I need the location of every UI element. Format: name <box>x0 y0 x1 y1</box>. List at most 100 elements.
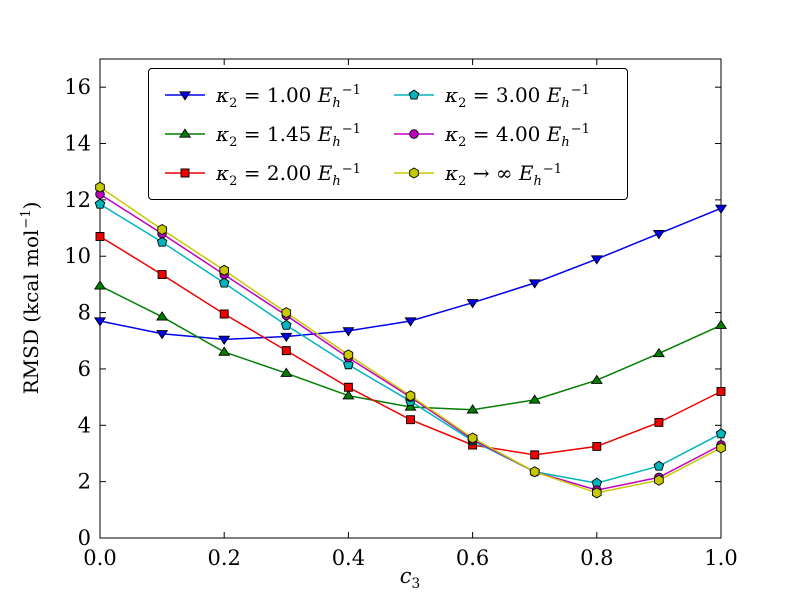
series-marker-kappa2-3.00 <box>715 428 727 439</box>
y-axis-label-text: RMSD (kcal mol <box>19 229 43 395</box>
legend-sample <box>394 167 434 179</box>
series-marker-kappa2-1.45 <box>590 374 603 384</box>
y-axis-label: RMSD (kcal mol−1) <box>19 202 43 395</box>
legend-item-kappa2-4.00: κ2 = 4.00 Eh−1 <box>392 121 621 150</box>
series-marker-kappa2-1.45 <box>93 280 107 290</box>
legend-label: κ2 → ∞ Eh−1 <box>445 161 563 190</box>
legend-item-kappa2-3.00: κ2 = 3.00 Eh−1 <box>392 82 621 111</box>
series-marker-kappa2-3.00 <box>218 277 230 288</box>
legend-item-kappa2-1.00: κ2 = 1.00 Eh−1 <box>163 82 392 111</box>
y-tick-label: 4 <box>78 413 91 437</box>
y-tick-label: 12 <box>64 188 91 212</box>
legend-marker <box>408 89 420 100</box>
x-axis-label: c3 <box>399 564 420 591</box>
series-marker-kappa2-1.00 <box>218 335 231 345</box>
series-marker-kappa2-1.00 <box>280 332 293 343</box>
series-marker-kappa2-2.00 <box>406 415 415 425</box>
series-marker-kappa2-2.00 <box>343 382 353 392</box>
legend-marker <box>178 91 192 101</box>
series-marker-kappa2-1.00 <box>342 327 355 337</box>
series-marker-kappa2-2.00 <box>281 346 291 356</box>
series-marker-kappa2-1.45 <box>528 394 541 404</box>
series-marker-kappa2-2.00 <box>530 450 540 460</box>
series-marker-kappa2-2.00 <box>716 387 726 396</box>
series-marker-kappa2-1.45 <box>714 319 728 329</box>
series-marker-kappa2-1.45 <box>156 311 169 321</box>
legend-sample <box>394 129 434 139</box>
legend-label: κ2 = 3.00 Eh−1 <box>445 82 590 111</box>
series-marker-kappa2-1.00 <box>93 317 107 327</box>
series-marker-kappa2-inf <box>654 474 664 486</box>
series-marker-kappa2-1.00 <box>528 279 541 289</box>
series-marker-kappa2-inf <box>716 442 726 454</box>
series-marker-kappa2-1.00 <box>466 299 479 309</box>
legend-label: κ2 = 2.00 Eh−1 <box>216 161 361 190</box>
legend-label: κ2 = 4.00 Eh−1 <box>445 121 590 150</box>
y-tick-label: 14 <box>64 132 91 156</box>
series-marker-kappa2-2.00 <box>654 418 664 427</box>
x-axis-label-subscript: 3 <box>411 576 421 593</box>
x-tick-label: 0.8 <box>580 546 613 570</box>
series-marker-kappa2-inf <box>343 349 354 361</box>
series-marker-kappa2-inf <box>95 181 105 193</box>
legend-sample <box>394 89 434 100</box>
series-marker-kappa2-3.00 <box>156 236 168 247</box>
legend-sample <box>165 128 205 138</box>
y-tick-label: 6 <box>78 357 91 381</box>
legend-item-kappa2-inf: κ2 → ∞ Eh−1 <box>392 161 621 190</box>
x-tick-label: 0.4 <box>332 546 365 570</box>
x-tick-label: 1.0 <box>704 546 737 570</box>
legend-marker <box>409 167 419 179</box>
y-axis-label-exponent: −1 <box>19 209 35 229</box>
x-axis-label-symbol: c <box>399 564 412 588</box>
y-axis-label-suffix: ) <box>19 201 43 210</box>
series-marker-kappa2-1.00 <box>714 204 728 214</box>
legend-marker <box>178 128 192 138</box>
legend-label: κ2 = 1.00 Eh−1 <box>216 82 361 111</box>
legend-sample <box>165 168 205 178</box>
series-marker-kappa2-2.00 <box>219 309 229 319</box>
series-marker-kappa2-3.00 <box>653 460 665 471</box>
series-marker-kappa2-inf <box>219 264 229 276</box>
y-tick-label: 2 <box>78 470 91 494</box>
series-marker-kappa2-1.45 <box>342 390 355 400</box>
x-tick-label: 0.0 <box>83 546 116 570</box>
series-line-kappa2-inf <box>99 186 722 494</box>
series-marker-kappa2-1.00 <box>404 317 417 327</box>
y-tick-label: 10 <box>64 244 91 268</box>
series-marker-kappa2-3.00 <box>343 359 354 370</box>
y-tick-label: 16 <box>64 75 91 99</box>
series-marker-kappa2-inf <box>529 466 540 478</box>
series-marker-kappa2-1.00 <box>652 230 665 240</box>
y-tick-label: 0 <box>78 526 91 550</box>
series-marker-kappa2-1.45 <box>404 401 417 411</box>
series-marker-kappa2-inf <box>281 307 292 319</box>
x-tick-label: 0.2 <box>207 546 240 570</box>
series-marker-kappa2-1.45 <box>466 404 479 414</box>
series-marker-kappa2-3.00 <box>281 319 292 330</box>
series-marker-kappa2-1.45 <box>652 347 665 358</box>
legend-marker <box>180 168 190 178</box>
series-marker-kappa2-inf <box>157 223 167 235</box>
series-marker-kappa2-2.00 <box>157 270 167 279</box>
series-marker-kappa2-1.45 <box>218 346 231 356</box>
series-marker-kappa2-3.00 <box>94 198 106 209</box>
axes-frame <box>99 58 722 539</box>
series-marker-kappa2-2.00 <box>95 232 105 241</box>
y-tick-label: 8 <box>78 301 91 325</box>
series-line-kappa2-4.00 <box>99 193 722 491</box>
series-marker-kappa2-1.00 <box>590 255 603 265</box>
x-tick-label: 0.6 <box>456 546 489 570</box>
legend-item-kappa2-2.00: κ2 = 2.00 Eh−1 <box>163 161 392 190</box>
legend-marker <box>409 129 419 139</box>
series-marker-kappa2-1.45 <box>280 367 293 377</box>
series-marker-kappa2-inf <box>467 432 478 444</box>
legend: κ2 = 1.00 Eh−1 κ2 = 1.45 Eh−1 κ2 = 2.00 Eh… <box>148 68 628 200</box>
series-marker-kappa2-inf <box>592 487 602 499</box>
series-marker-kappa2-2.00 <box>592 441 602 451</box>
series-marker-kappa2-inf <box>405 390 416 402</box>
legend-label: κ2 = 1.45 Eh−1 <box>216 121 361 150</box>
series-marker-kappa2-1.00 <box>156 330 169 340</box>
